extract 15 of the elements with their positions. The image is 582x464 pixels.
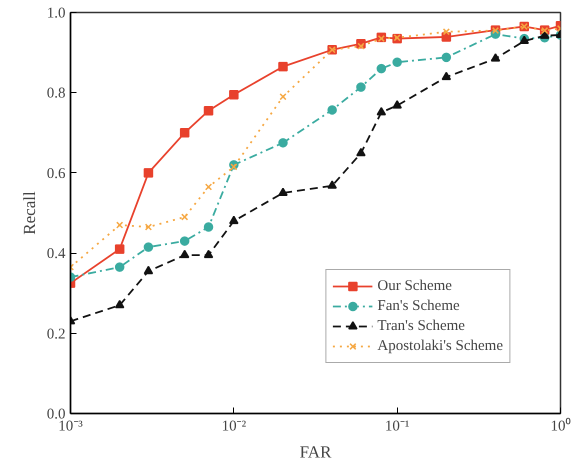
- x-tick-label: 10⁻³: [58, 418, 84, 434]
- x-tick-label: 10⁻²: [222, 418, 247, 434]
- y-tick-label: 0.6: [46, 166, 66, 182]
- y-axis-title: Recall: [20, 191, 39, 235]
- x-axis-title: FAR: [300, 442, 332, 462]
- legend-label: Fan's Scheme: [377, 298, 460, 314]
- y-tick-label: 0.2: [46, 326, 66, 342]
- legend-label: Tran's Scheme: [377, 318, 465, 334]
- legend-label: Our Scheme: [377, 278, 452, 294]
- y-tick-label: 0.4: [46, 246, 66, 262]
- y-tick-label: 1.0: [46, 6, 66, 22]
- x-tick-label: 10⁻¹: [384, 418, 410, 434]
- legend-label: Apostolaki's Scheme: [377, 338, 503, 354]
- x-tick-label: 10⁰: [550, 418, 570, 434]
- y-tick-label: 0.8: [46, 86, 66, 102]
